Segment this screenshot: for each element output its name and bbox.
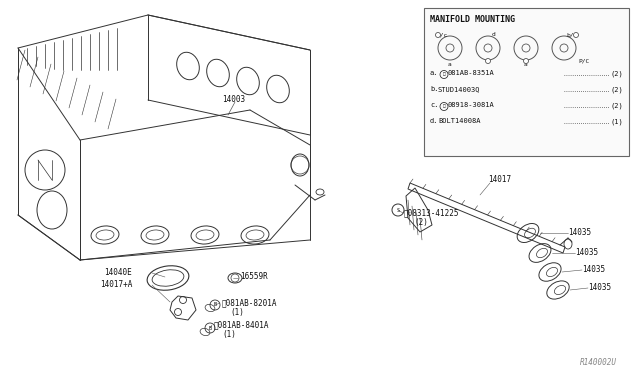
Circle shape: [573, 32, 579, 38]
Text: b.: b.: [430, 86, 438, 92]
Text: 081AB-8351A: 081AB-8351A: [448, 70, 495, 76]
Text: 14035: 14035: [582, 265, 605, 274]
Text: 14017+A: 14017+A: [100, 280, 132, 289]
Text: 14040E: 14040E: [104, 268, 132, 277]
Text: 08918-3081A: 08918-3081A: [448, 102, 495, 108]
Text: (2): (2): [414, 218, 428, 227]
Text: P/C: P/C: [578, 58, 589, 63]
Text: B: B: [213, 302, 216, 308]
Text: 14035: 14035: [575, 248, 598, 257]
Text: 14035: 14035: [568, 228, 591, 237]
Text: 14035: 14035: [588, 283, 611, 292]
Text: d.: d.: [430, 118, 438, 124]
Text: STUD14003Q: STUD14003Q: [438, 86, 481, 92]
Text: d: d: [492, 32, 496, 37]
Text: Ⓐ: Ⓐ: [443, 73, 445, 77]
Text: (1): (1): [611, 118, 624, 125]
Text: R140002U: R140002U: [580, 358, 617, 367]
Circle shape: [435, 32, 440, 38]
Text: c.: c.: [430, 102, 438, 108]
Circle shape: [486, 58, 490, 64]
Text: b/c: b/c: [566, 32, 577, 37]
Text: 14017: 14017: [488, 175, 511, 184]
Text: (2): (2): [611, 86, 624, 93]
Text: (2): (2): [611, 70, 624, 77]
Circle shape: [524, 58, 529, 64]
Text: MANIFOLD MOUNTING: MANIFOLD MOUNTING: [430, 15, 515, 24]
Text: Ⓐ081AB-8201A: Ⓐ081AB-8201A: [222, 298, 278, 307]
Text: b/c: b/c: [436, 32, 447, 37]
Text: (2): (2): [611, 102, 624, 109]
Text: 14003: 14003: [222, 95, 245, 104]
Text: Ⓐ081AB-8401A: Ⓐ081AB-8401A: [214, 320, 269, 329]
Text: 16559R: 16559R: [240, 272, 268, 281]
Text: a.: a.: [430, 70, 438, 76]
Text: (1): (1): [222, 330, 236, 339]
Text: BOLT14008A: BOLT14008A: [438, 118, 481, 124]
Bar: [424, 8, 629, 156]
Text: (1): (1): [230, 308, 244, 317]
Text: Ⓝ: Ⓝ: [443, 105, 445, 109]
Text: a: a: [448, 62, 452, 67]
Text: S: S: [396, 208, 399, 212]
Text: Ⓝ08313-41225: Ⓝ08313-41225: [404, 208, 460, 217]
Text: B: B: [209, 326, 212, 330]
Text: a: a: [524, 62, 528, 67]
